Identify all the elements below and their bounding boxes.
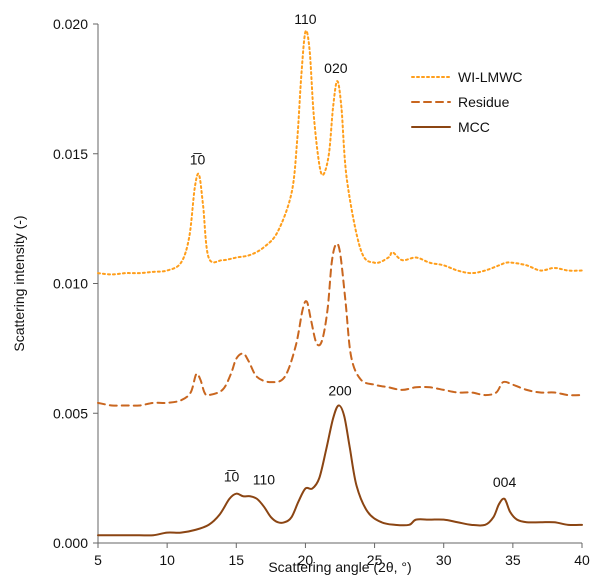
y-tick-label: 0.015 <box>53 146 88 162</box>
y-tick-label: 0.000 <box>53 535 88 551</box>
x-tick-label: 40 <box>574 552 590 568</box>
peak-label: 110 <box>253 471 276 487</box>
x-tick-label: 20 <box>298 552 314 568</box>
series-layer <box>97 29 583 537</box>
x-tick-label: 35 <box>505 552 521 568</box>
x-tick-label: 10 <box>159 552 175 568</box>
legend-label: Residue <box>458 94 510 110</box>
legend-label: MCC <box>458 119 490 135</box>
x-tick-label: 25 <box>367 552 383 568</box>
peak-label: 004 <box>493 474 517 490</box>
x-tick-label: 15 <box>228 552 244 568</box>
legend: WI-LMWC Residue MCC <box>411 69 523 135</box>
y-axis-label: Scattering intensity (-) <box>11 215 27 351</box>
x-axis-label: Scattering angle (2θ, °) <box>268 559 411 575</box>
x-tick-label: 30 <box>436 552 452 568</box>
y-tick-label: 0.020 <box>53 16 88 32</box>
peak-label: 020 <box>324 60 348 76</box>
y-tick-label: 0.010 <box>53 276 88 292</box>
peak-label: 1̅0 <box>190 152 206 168</box>
series-line-mcc <box>97 404 583 537</box>
series-line-wi-lmwc <box>97 29 583 276</box>
peak-annotations: 110 020 1̅0 200 1̅0 110 004 <box>190 11 517 490</box>
series-line-residue <box>97 242 583 407</box>
peak-label: 1̅0 <box>224 469 240 485</box>
y-tick-label: 0.005 <box>53 405 88 421</box>
peak-label: 200 <box>328 382 352 398</box>
peak-label: 110 <box>294 11 317 27</box>
x-tick-label: 5 <box>94 552 102 568</box>
axes: 5 10 15 20 25 30 35 40 0.000 0.005 0.010 0.015 0.020 <box>53 16 590 568</box>
legend-label: WI-LMWC <box>458 69 523 85</box>
